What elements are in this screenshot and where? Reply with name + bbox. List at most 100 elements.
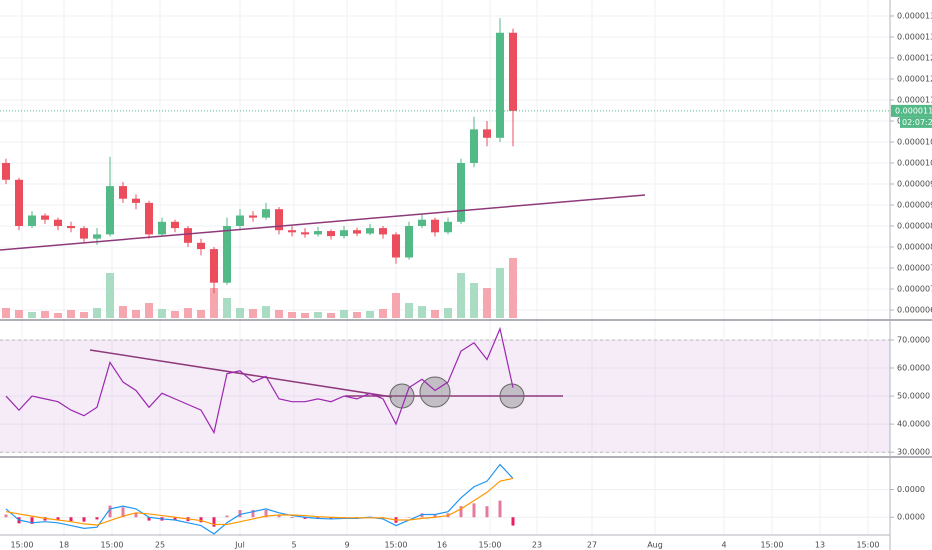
candle-body xyxy=(54,219,62,227)
candle-body xyxy=(93,234,101,239)
histogram-bar xyxy=(121,507,125,518)
candle-body xyxy=(288,230,296,233)
volume-bar xyxy=(405,303,413,318)
candle-body xyxy=(405,226,413,258)
volume-bar xyxy=(210,288,218,318)
histogram-bar xyxy=(4,514,8,518)
histogram-bar xyxy=(277,515,281,518)
y-tick-label: 0.00001150 xyxy=(897,95,932,104)
volume-bar xyxy=(392,293,400,318)
candle-body xyxy=(197,242,205,250)
x-tick-label: 9 xyxy=(344,541,349,550)
volume-bar xyxy=(15,310,23,318)
volume-bar xyxy=(93,308,101,318)
volume-bar xyxy=(28,312,36,318)
volume-bar xyxy=(145,303,153,318)
volume-bar xyxy=(249,309,257,318)
countdown-label: 02:07:23 xyxy=(902,118,932,127)
x-tick-label: 4 xyxy=(721,541,726,550)
histogram-bar xyxy=(485,506,489,518)
candle-body xyxy=(145,202,153,235)
highlight-circle xyxy=(499,383,525,409)
candle-body xyxy=(457,162,465,222)
volume-bar xyxy=(132,310,140,318)
last-price-label: 0.00001124 xyxy=(895,106,932,115)
macd-line xyxy=(5,463,514,535)
volume-bar xyxy=(67,310,75,318)
y-tick-label: 0.00000900 xyxy=(897,200,932,209)
candle-body xyxy=(470,129,478,163)
volume-bar xyxy=(379,309,387,318)
histogram-bar xyxy=(420,513,424,518)
histogram-bar xyxy=(251,510,255,518)
macd-line xyxy=(5,477,514,526)
y-tick-label: 0.00000750 xyxy=(897,264,932,273)
x-tick-label: 15:00 xyxy=(384,541,407,550)
candle-body xyxy=(2,162,10,180)
candle-body xyxy=(80,228,88,239)
price-pane xyxy=(2,18,517,318)
histogram-bar xyxy=(108,505,112,518)
volume-bar xyxy=(509,258,517,318)
histogram-bar xyxy=(290,517,294,518)
volume-bar xyxy=(184,308,192,318)
histogram-bar xyxy=(56,517,60,521)
candle-body xyxy=(210,249,218,283)
candle-body xyxy=(509,32,517,111)
candle-body xyxy=(106,186,114,235)
x-tick-label: 15:00 xyxy=(760,541,783,550)
candle-body xyxy=(392,234,400,258)
x-tick-label: 5 xyxy=(291,541,296,550)
histogram-bar xyxy=(303,517,307,519)
histogram-bar xyxy=(329,517,333,519)
x-tick-label: 13 xyxy=(815,541,825,550)
candle-body xyxy=(431,219,439,233)
x-tick-label: 25 xyxy=(155,541,165,550)
y-tick-label: 0.00001050 xyxy=(897,137,932,146)
volume-bar xyxy=(236,308,244,318)
histogram-bar xyxy=(199,517,203,523)
rsi-trend-line xyxy=(89,349,393,398)
candle-body xyxy=(249,215,257,218)
volume-bar xyxy=(106,273,114,318)
y-tick-label: 0.00001350 xyxy=(897,11,932,20)
x-tick-label: 27 xyxy=(587,541,597,550)
x-tick-label: Jul xyxy=(234,541,245,550)
volume-bar xyxy=(80,312,88,318)
histogram-bar xyxy=(238,510,242,518)
candle-body xyxy=(184,228,192,243)
candle-body xyxy=(301,232,309,235)
candle-body xyxy=(67,226,75,229)
y-tick-label: 30.0000 xyxy=(897,448,930,457)
volume-bar xyxy=(158,309,166,318)
candle-body xyxy=(223,226,231,283)
histogram-bar xyxy=(134,513,138,518)
y-tick-label: 50.0000 xyxy=(897,392,930,401)
volume-bar xyxy=(340,310,348,318)
volume-bar xyxy=(483,288,491,318)
y-tick-label: 0.00001200 xyxy=(897,74,932,83)
y-tick-label: 0.00000950 xyxy=(897,179,932,188)
candle-body xyxy=(158,221,166,235)
x-tick-label: 18 xyxy=(59,541,69,550)
candle-body xyxy=(483,129,491,138)
x-tick-label: Aug xyxy=(647,541,663,550)
volume-bar xyxy=(353,312,361,318)
volume-bar xyxy=(171,311,179,318)
volume-bar xyxy=(314,312,322,318)
histogram-bar xyxy=(472,503,476,518)
x-tick-label: 23 xyxy=(532,541,542,550)
candle-body xyxy=(314,231,322,235)
candle-body xyxy=(236,215,244,227)
x-tick-label: 15:00 xyxy=(10,541,33,550)
y-tick-label: 0.0000 xyxy=(897,485,925,494)
highlight-circle xyxy=(389,383,415,409)
candle-body xyxy=(353,230,361,234)
x-tick-label: 15:00 xyxy=(856,541,879,550)
volume-bar xyxy=(444,308,452,318)
y-tick-label: 0.00000700 xyxy=(897,285,932,294)
trend-line xyxy=(0,194,646,251)
grid xyxy=(0,0,890,535)
volume-bar xyxy=(470,283,478,318)
